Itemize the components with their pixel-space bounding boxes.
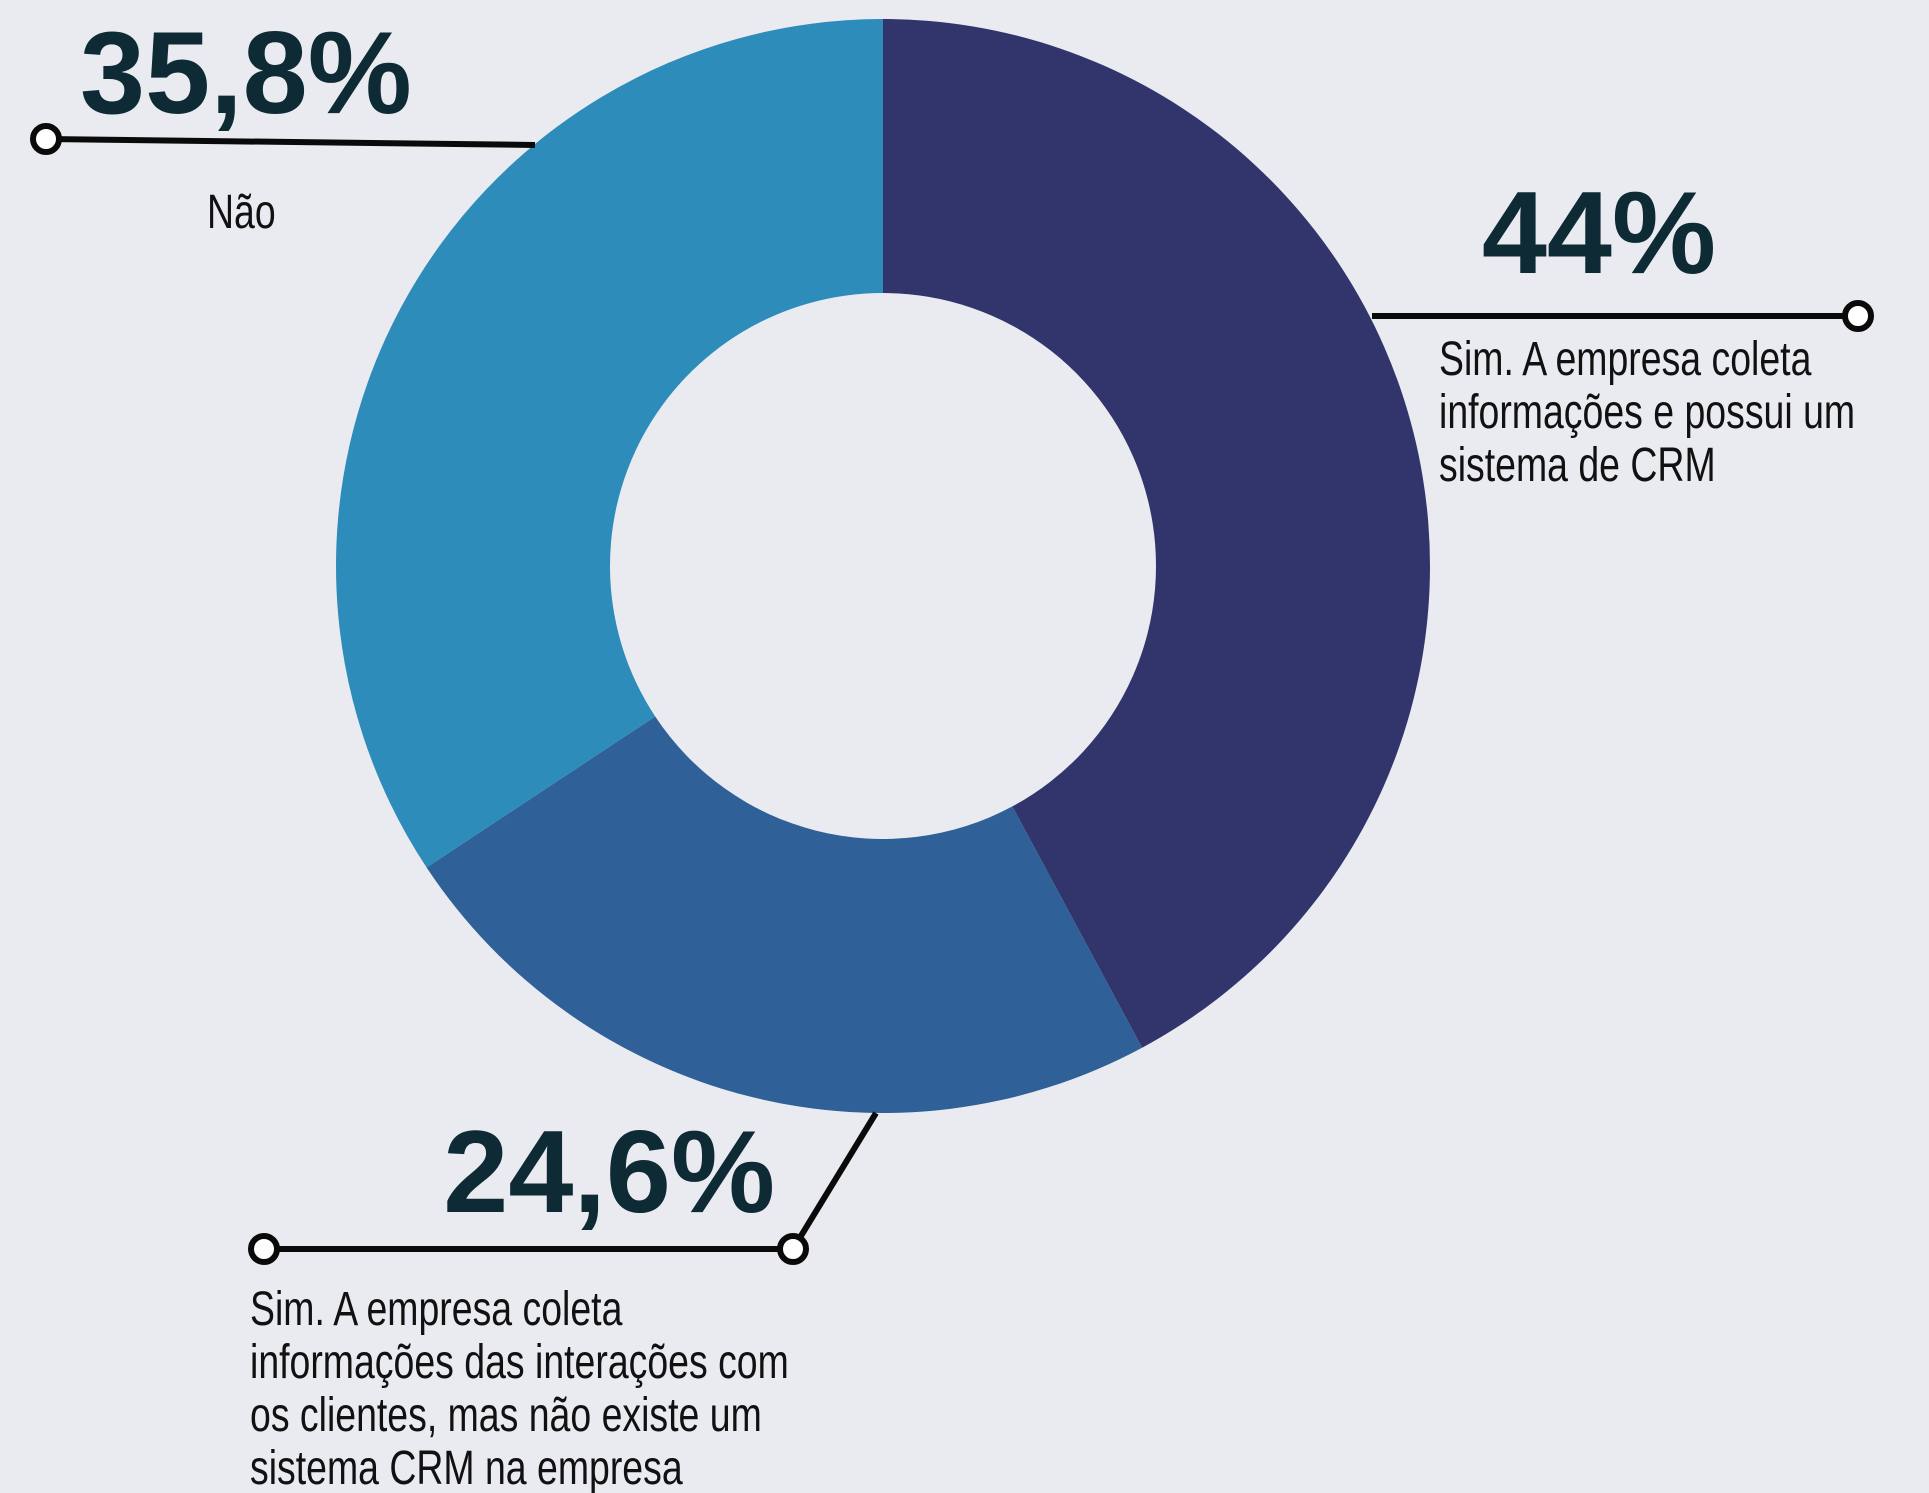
leader-dot xyxy=(777,1233,809,1265)
category-label-line: informações das interações com xyxy=(250,1336,789,1390)
category-label-line: sistema CRM na empresa xyxy=(250,1442,683,1493)
donut-slice xyxy=(426,716,1143,1113)
category-label: sistema de CRM xyxy=(1439,439,1716,493)
category-label-line: informações e possui um xyxy=(1439,386,1855,440)
category-label-line: Sim. A empresa coleta xyxy=(250,1283,622,1337)
category-label-line: sistema de CRM xyxy=(1439,439,1716,493)
category-label: Sim. A empresa coleta xyxy=(250,1283,622,1337)
category-label-line: os clientes, mas não existe um xyxy=(250,1389,762,1443)
donut-slice xyxy=(883,19,1431,1048)
category-label-line: Sim. A empresa coleta xyxy=(1439,333,1811,387)
category-label: Não xyxy=(207,186,276,240)
category-label: informações das interações com xyxy=(250,1336,789,1390)
category-label: Sim. A empresa coleta xyxy=(1439,333,1811,387)
value-label: 35,8% xyxy=(80,7,412,138)
leader-dot xyxy=(30,123,62,155)
category-label: informações e possui um xyxy=(1439,386,1855,440)
leader-dot xyxy=(1842,300,1874,332)
category-label: sistema CRM na empresa xyxy=(250,1442,683,1493)
leader-dot xyxy=(248,1233,280,1265)
value-label: 24,6% xyxy=(443,1106,775,1237)
donut-slice xyxy=(336,19,883,868)
leader-line xyxy=(790,1111,879,1251)
category-label: os clientes, mas não existe um xyxy=(250,1389,762,1443)
category-label-line: Não xyxy=(207,186,276,240)
leader-line xyxy=(45,136,536,148)
value-label: 44% xyxy=(1482,167,1716,298)
